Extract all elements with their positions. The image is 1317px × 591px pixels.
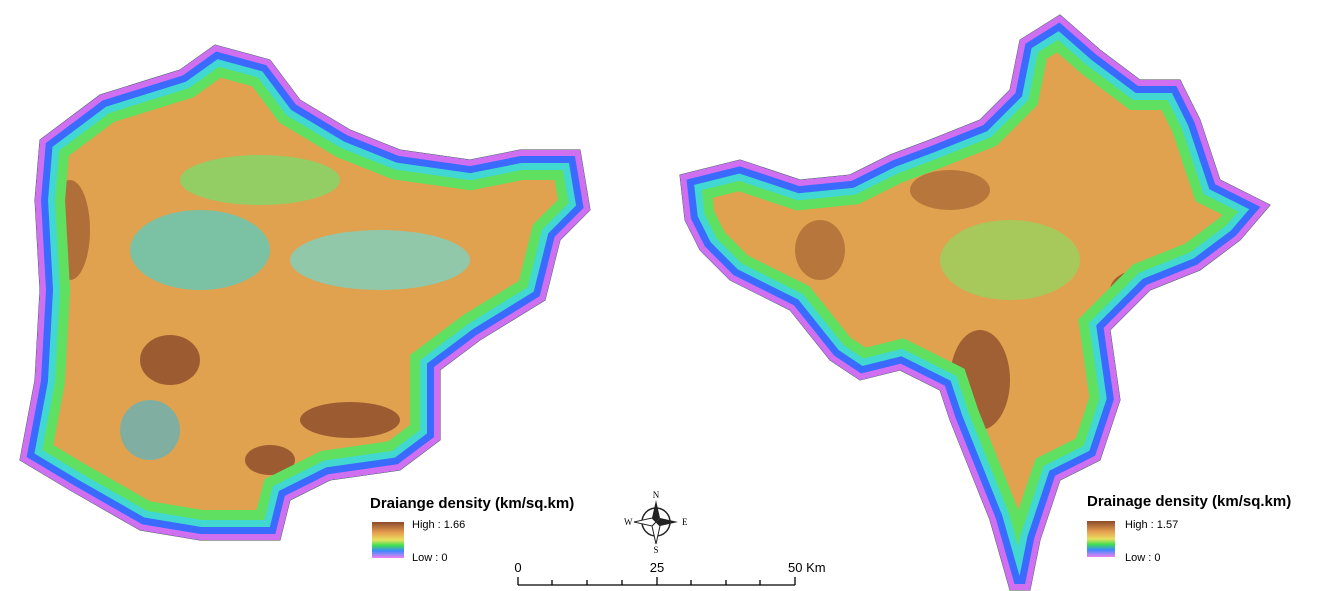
compass-e: E <box>682 517 688 527</box>
scale-label: 50 Km <box>788 560 826 575</box>
page: Draiange density (km/sq.km) High : 1.66 … <box>0 0 1317 591</box>
region-left <box>20 45 590 540</box>
legend-low: Low : 0 <box>412 552 447 564</box>
legend-low: Low : 0 <box>1125 552 1160 564</box>
legend-title: Draiange density (km/sq.km) <box>370 495 574 512</box>
legend-high: High : 1.57 <box>1125 519 1178 531</box>
compass-w: W <box>624 517 633 527</box>
legend-ramp <box>1087 521 1115 557</box>
legend-high: High : 1.66 <box>412 519 465 531</box>
scale-label: 0 <box>514 560 521 575</box>
legend-right: Drainage density (km/sq.km) High : 1.57 … <box>1087 493 1291 564</box>
scale-bar <box>518 577 795 585</box>
scale-label: 25 <box>650 560 664 575</box>
compass-s: S <box>653 545 658 555</box>
legend-title: Drainage density (km/sq.km) <box>1087 493 1291 510</box>
compass-n: N <box>653 490 660 500</box>
legend-ramp <box>372 522 404 558</box>
map: Draiange density (km/sq.km) High : 1.66 … <box>0 0 1317 591</box>
legend-left: Draiange density (km/sq.km) High : 1.66 … <box>370 495 574 564</box>
compass: N E S W <box>624 490 688 555</box>
